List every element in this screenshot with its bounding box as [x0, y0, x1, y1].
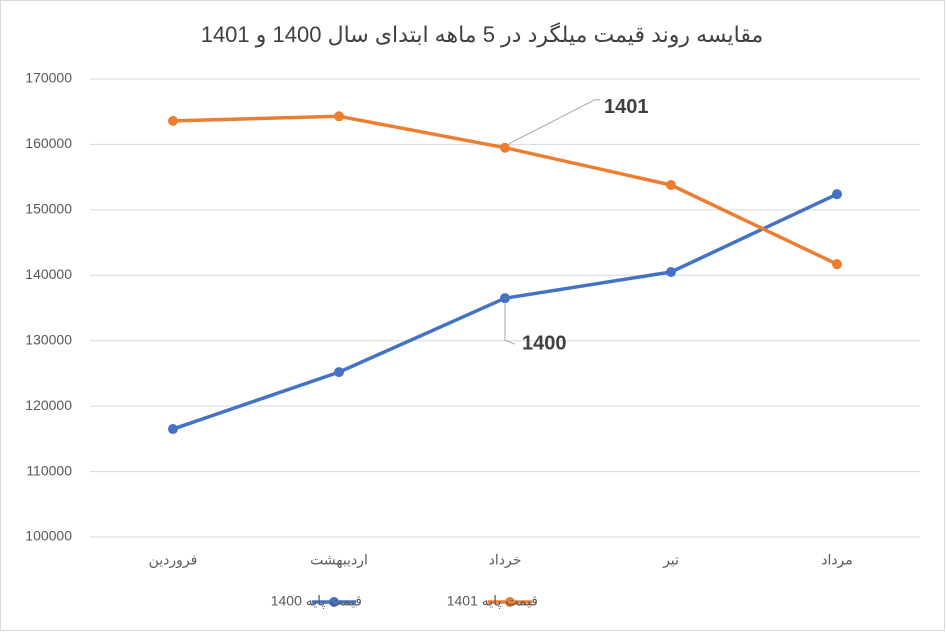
leader-line	[504, 302, 516, 345]
y-tick-label: 130000	[25, 331, 72, 347]
annotation: 1400	[522, 332, 567, 354]
y-tick-label: 160000	[25, 135, 72, 151]
data-point	[666, 267, 676, 278]
legend-marker	[329, 597, 339, 607]
y-tick-label: 140000	[25, 266, 72, 282]
chart-title: مقایسه روند قیمت میلگرد در 5 ماهه ابتدای…	[201, 22, 764, 47]
y-tick-label: 150000	[25, 201, 72, 217]
legend-label: قیمت پایه 1400	[271, 593, 362, 610]
y-tick-label: 120000	[25, 397, 72, 413]
data-point	[334, 111, 344, 122]
y-tick-label: 100000	[25, 528, 72, 544]
x-tick-label: اردیبهشت	[310, 552, 368, 569]
leader-line	[508, 99, 600, 145]
y-tick-label: 170000	[25, 70, 72, 86]
data-point	[500, 142, 510, 153]
y-tick-label: 110000	[26, 462, 72, 478]
data-point	[832, 259, 842, 270]
data-point	[832, 189, 842, 200]
data-point	[334, 367, 344, 378]
data-point	[500, 293, 510, 304]
x-tick-label: تیر	[662, 552, 679, 569]
annotation: 1401	[604, 96, 649, 118]
x-tick-label: فروردین	[149, 552, 198, 569]
data-point	[168, 424, 178, 435]
data-point	[168, 115, 178, 126]
legend-marker	[505, 597, 515, 607]
data-point	[666, 179, 676, 190]
x-tick-label: خرداد	[489, 552, 522, 569]
legend-label: قیمت پایه 1401	[447, 593, 538, 610]
x-tick-label: مرداد	[821, 552, 853, 569]
